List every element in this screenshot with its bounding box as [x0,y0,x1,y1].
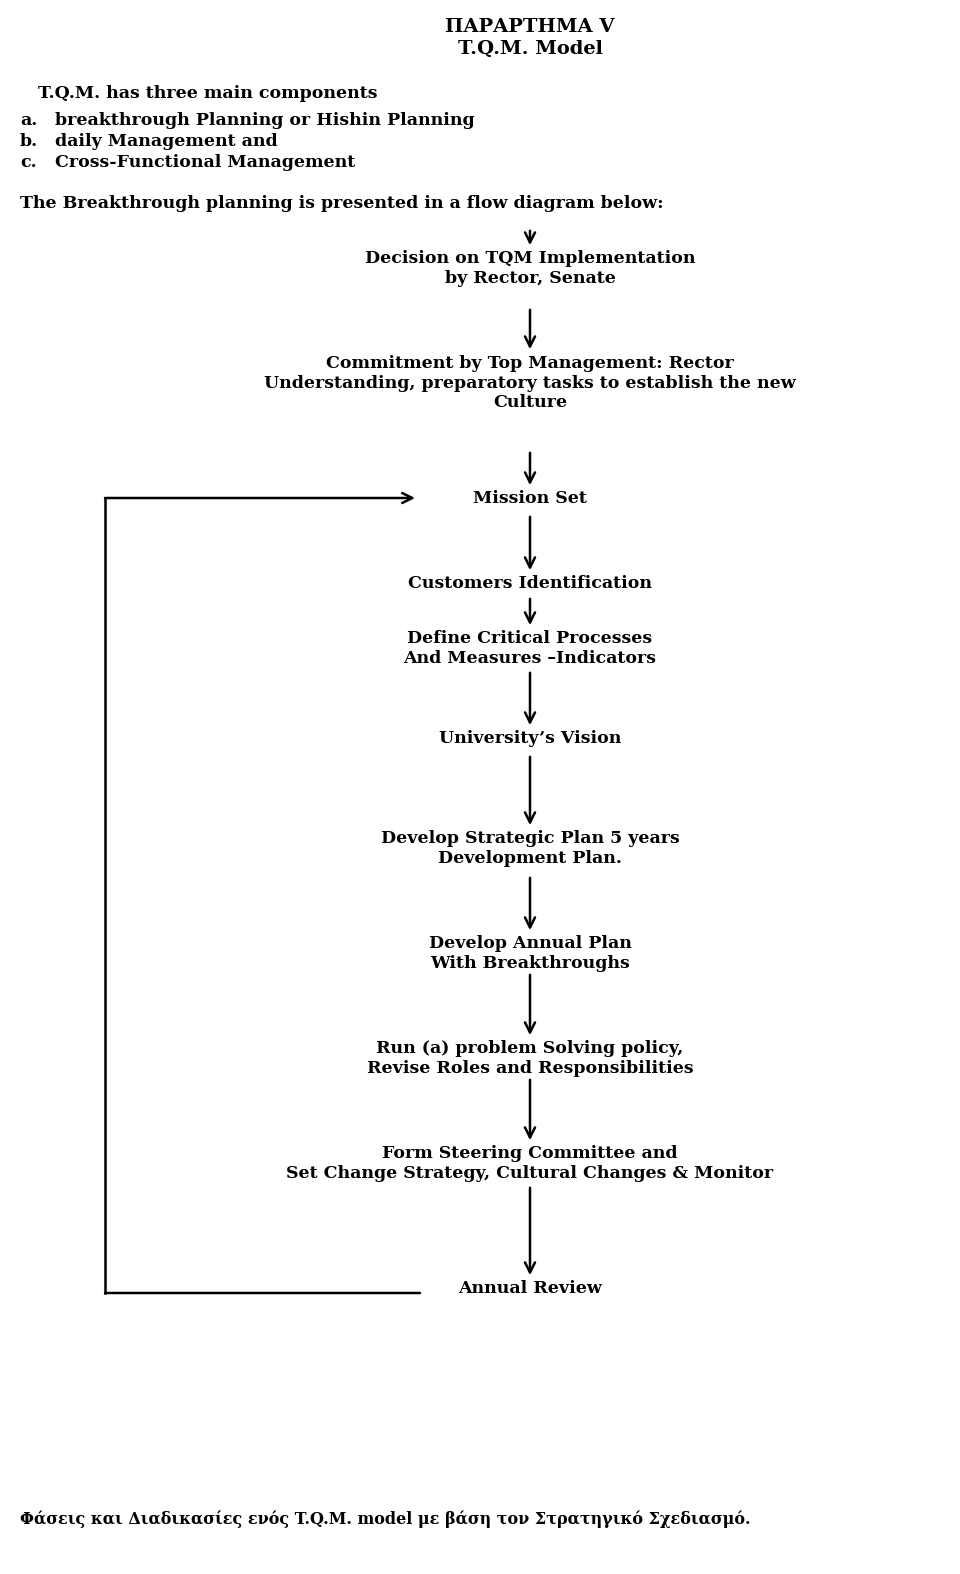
Text: Develop Annual Plan
With Breakthroughs: Develop Annual Plan With Breakthroughs [428,935,632,971]
Text: Annual Review: Annual Review [458,1280,602,1297]
Text: Develop Strategic Plan 5 years
Development Plan.: Develop Strategic Plan 5 years Developme… [380,829,680,867]
Text: University’s Vision: University’s Vision [439,730,621,748]
Text: a.: a. [20,112,37,129]
Text: The Breakthrough planning is presented in a flow diagram below:: The Breakthrough planning is presented i… [20,195,663,212]
Text: T.Q.M. has three main components: T.Q.M. has three main components [38,85,377,102]
Text: Define Critical Processes
And Measures –Indicators: Define Critical Processes And Measures –… [403,630,657,667]
Text: Φάσεις και Διαδικασίες ενός T.Q.M. model με βάση τον Στρατηγικό Σχεδιασμό.: Φάσεις και Διαδικασίες ενός T.Q.M. model… [20,1509,751,1527]
Text: daily Management and: daily Management and [55,132,277,150]
Text: Decision on TQM Implementation
by Rector, Senate: Decision on TQM Implementation by Rector… [365,250,695,286]
Text: c.: c. [20,154,36,172]
Text: breakthrough Planning or Hishin Planning: breakthrough Planning or Hishin Planning [55,112,474,129]
Text: Commitment by Top Management: Rector
Understanding, preparatory tasks to establi: Commitment by Top Management: Rector Und… [264,356,796,411]
Text: Run (a) problem Solving policy,
Revise Roles and Responsibilities: Run (a) problem Solving policy, Revise R… [367,1040,693,1077]
Text: Customers Identification: Customers Identification [408,575,652,592]
Text: Cross-Functional Management: Cross-Functional Management [55,154,355,172]
Text: b.: b. [20,132,38,150]
Text: ΠΑΡΑΡΤΗΜΑ V: ΠΑΡΑΡΤΗΜΑ V [445,17,614,36]
Text: Form Steering Committee and
Set Change Strategy, Cultural Changes & Monitor: Form Steering Committee and Set Change S… [286,1144,774,1182]
Text: T.Q.M. Model: T.Q.M. Model [458,39,603,58]
Text: Mission Set: Mission Set [473,490,587,507]
